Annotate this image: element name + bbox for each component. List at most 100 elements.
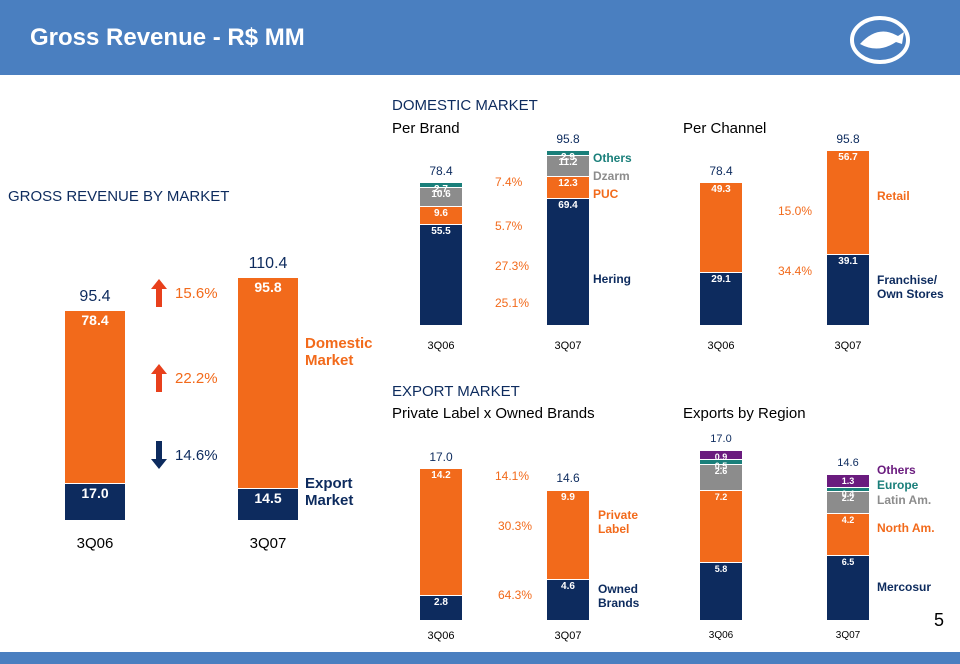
- x-tick-label: 3Q06: [707, 340, 735, 352]
- value-label: 0.9: [714, 452, 728, 462]
- legend-label: Retail: [877, 189, 910, 203]
- sub-heading: Exports by Region: [683, 405, 806, 422]
- bar-segment: [547, 490, 589, 579]
- legend-label: Owned Brands: [598, 582, 640, 610]
- growth-label: 64.3%: [498, 588, 533, 602]
- total-label: 95.8: [836, 132, 860, 146]
- section-heading: DOMESTIC MARKET: [392, 97, 538, 114]
- x-tick-label: 3Q07: [554, 340, 582, 352]
- bar-segment: [420, 468, 462, 595]
- growth-label: 34.4%: [778, 264, 813, 278]
- legend-label: Dzarm: [593, 169, 630, 183]
- bar-segment: [420, 223, 462, 325]
- legend-label: Europe: [877, 478, 919, 492]
- bar-segment: [827, 491, 869, 513]
- bar-segment: [700, 459, 742, 464]
- value-label: 14.2: [431, 470, 451, 481]
- legend-label: Domestic Market: [305, 335, 373, 369]
- x-tick-label: 3Q07: [554, 630, 582, 642]
- value-label: 14.5: [254, 490, 282, 507]
- bar-segment: [827, 555, 869, 620]
- legend-label: Mercosur: [877, 580, 932, 594]
- growth-label: 15.6%: [175, 285, 218, 302]
- footer-bar: [0, 652, 960, 664]
- bar-segment: [547, 175, 589, 199]
- bar-segment: [238, 488, 298, 520]
- total-label: 95.4: [79, 288, 111, 306]
- total-label: 14.6: [837, 457, 859, 469]
- bar-segment: [420, 594, 462, 620]
- total-label: 14.6: [556, 471, 580, 486]
- value-label: 0.5: [714, 461, 728, 471]
- growth-label: 22.2%: [175, 370, 218, 387]
- x-tick-label: 3Q06: [708, 630, 734, 641]
- legend-label: PUC: [593, 187, 619, 201]
- value-label: 2.6: [714, 466, 728, 476]
- legend-label: Export Market: [305, 475, 354, 509]
- legend-label: Latin Am.: [877, 493, 932, 507]
- value-label: 2.2: [841, 493, 855, 503]
- growth-label: 27.3%: [495, 259, 530, 273]
- value-label: 39.1: [838, 255, 858, 267]
- total-label: 110.4: [248, 255, 288, 272]
- legend-label: North Am.: [877, 521, 935, 535]
- value-label: 29.1: [711, 273, 731, 285]
- total-label: 78.4: [429, 163, 453, 178]
- bar-segment: [700, 464, 742, 490]
- value-label: 5.8: [714, 564, 728, 574]
- growth-label: 14.1%: [495, 469, 530, 483]
- bar-segment: [827, 474, 869, 487]
- value-label: 2.8: [434, 596, 448, 608]
- x-tick-label: 3Q07: [249, 535, 287, 552]
- bar-segment: [700, 490, 742, 562]
- bar-segment: [420, 206, 462, 224]
- x-tick-label: 3Q07: [834, 340, 862, 352]
- growth-arrow: [151, 364, 167, 397]
- sub-heading: Per Channel: [683, 120, 767, 137]
- value-label: 78.4: [81, 312, 109, 329]
- growth-arrow: [151, 279, 167, 312]
- value-label: 6.5: [841, 557, 855, 567]
- bar-segment: [827, 150, 869, 254]
- value-label: 10.6: [431, 188, 451, 200]
- value-label: 56.7: [838, 152, 858, 163]
- value-label: 4.2: [841, 515, 855, 525]
- value-label: 2.9: [561, 152, 575, 163]
- value-label: 12.3: [558, 177, 578, 189]
- sub-heading: Per Brand: [392, 120, 460, 137]
- bar-segment: [827, 513, 869, 555]
- total-label: 95.8: [556, 132, 580, 146]
- legend-label: Franchise/ Own Stores: [877, 273, 944, 301]
- bar-segment: [827, 487, 869, 491]
- bar-segment: [238, 277, 298, 489]
- value-label: 55.5: [431, 225, 451, 237]
- legend-label: Hering: [593, 272, 632, 286]
- value-label: 9.9: [561, 492, 575, 504]
- slide-title: Gross Revenue - R$ MM: [30, 24, 305, 51]
- sub-heading: Private Label x Owned Brands: [392, 405, 595, 422]
- bar-segment: [700, 181, 742, 272]
- value-label: 69.4: [558, 200, 578, 212]
- bar-segment: [547, 198, 589, 325]
- bar-segment: [547, 578, 589, 620]
- legend-label: Private Label: [598, 508, 639, 536]
- bar-segment: [65, 310, 125, 483]
- total-label: 78.4: [709, 163, 733, 178]
- x-tick-label: 3Q07: [835, 630, 861, 641]
- value-label: 9.6: [434, 208, 448, 220]
- total-label: 17.0: [710, 433, 732, 445]
- legend-label: Others: [593, 151, 632, 165]
- value-label: 0.4: [841, 489, 855, 499]
- growth-label: 30.3%: [498, 519, 533, 533]
- value-label: 7.2: [714, 492, 728, 502]
- legend-label: Others: [877, 463, 916, 477]
- bar-segment: [547, 150, 589, 156]
- growth-label: 25.1%: [495, 296, 530, 310]
- bar-segment: [420, 181, 462, 187]
- value-label: 1.3: [841, 476, 855, 486]
- bar-segment: [65, 482, 125, 520]
- value-label: 17.0: [81, 484, 109, 501]
- growth-label: 5.7%: [495, 219, 523, 233]
- bar-segment: [700, 271, 742, 325]
- growth-label: 15.0%: [778, 204, 813, 218]
